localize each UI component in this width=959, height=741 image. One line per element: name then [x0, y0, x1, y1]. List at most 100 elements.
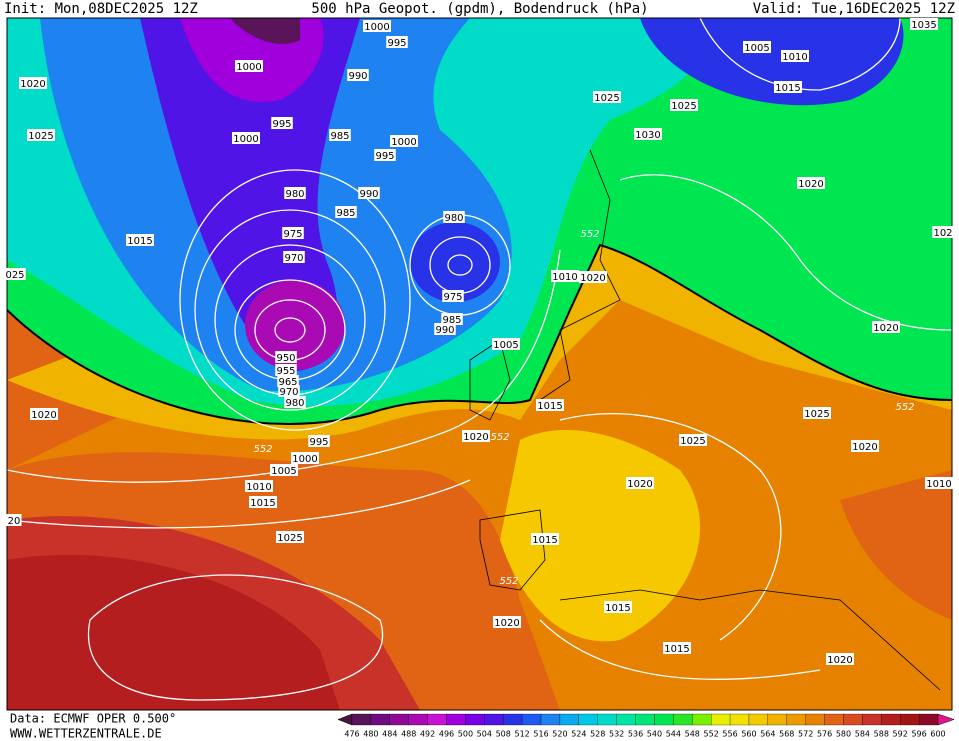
isobar-label: 1000	[364, 22, 389, 33]
isobar-label: 1015	[537, 401, 562, 412]
colorbar-tick-label: 504	[477, 730, 492, 739]
colorbar-tick-label: 596	[911, 730, 926, 739]
label-box	[30, 408, 58, 420]
label-box	[604, 601, 632, 613]
label-box	[126, 234, 154, 246]
colorbar-segment	[918, 713, 939, 726]
label-box	[390, 135, 418, 147]
colorbar-segment	[767, 713, 787, 726]
label-box	[278, 385, 300, 397]
isobar-label: 1015	[775, 83, 800, 94]
label-box	[910, 18, 938, 30]
isobar-label: 1010	[246, 482, 271, 493]
label-box	[6, 514, 22, 526]
label-box	[670, 99, 698, 111]
label-box	[797, 177, 825, 189]
label-box	[531, 533, 559, 545]
label-box	[932, 226, 954, 238]
colorbar-segment	[540, 713, 561, 726]
colorbar-segment	[408, 713, 428, 726]
colorbar-segment	[900, 713, 920, 726]
label-box	[434, 323, 456, 335]
colorbar-segment	[389, 713, 409, 726]
isobar-label: 1025	[680, 436, 705, 447]
colorbar-tick-label: 532	[609, 730, 624, 739]
label-box	[284, 396, 306, 408]
isobar-label: 985	[442, 315, 461, 326]
colorbar-segment	[465, 713, 485, 726]
isobar-label: 1025	[594, 93, 619, 104]
label-box	[626, 477, 654, 489]
colorbar-segment	[692, 713, 712, 726]
isobar-label: 1000	[233, 134, 258, 145]
isobar-label: 990	[348, 71, 367, 82]
label-box	[335, 206, 357, 218]
website: WWW.WETTERZENTRALE.DE	[10, 727, 162, 741]
colorbar-tick-label: 584	[855, 730, 870, 739]
label-box	[386, 36, 408, 48]
colorbar-segment	[484, 713, 504, 726]
isobar-label: 970	[279, 387, 298, 398]
label-box	[249, 496, 277, 508]
colorbar-tick-label: 560	[741, 730, 756, 739]
label-box	[270, 464, 298, 476]
colorbar-segment	[881, 713, 901, 726]
label-box	[536, 399, 564, 411]
colorbar-tick-label: 580	[836, 730, 851, 739]
isobar-label: 1020	[627, 479, 652, 490]
label-box	[283, 251, 305, 263]
isobar-label: 1020	[494, 618, 519, 629]
isobar-label: 1015	[250, 498, 275, 509]
field-darkpurple	[230, 18, 300, 44]
valid-time: Valid: Tue,16DEC2025 12Z	[753, 1, 955, 17]
isobar-label: 965	[278, 377, 297, 388]
label-box	[443, 211, 465, 223]
field-darkred	[7, 554, 340, 710]
colorbar: 476 480 484 488 492 496 500 504 508 512 516 520 524 5…	[337, 713, 955, 739]
label-box	[462, 430, 490, 442]
isobar-label: 552	[580, 229, 599, 240]
isobar-label: 995	[387, 38, 406, 49]
label-box	[284, 187, 306, 199]
label-box	[679, 434, 707, 446]
isobar-label: 1005	[493, 340, 518, 351]
colorbar-segment	[824, 713, 844, 726]
label-box	[593, 91, 621, 103]
colorbar-tick-label: 564	[760, 730, 775, 739]
label-box	[363, 20, 391, 32]
isobar-labels: 1000 995 1035 1005 1010 1000 990 1020 1015 1025 10…	[4, 18, 954, 666]
isobar-label: 20	[8, 516, 21, 527]
colorbar-segment	[748, 713, 769, 726]
colorbar-tick-label: 480	[363, 730, 378, 739]
isobar-label: 995	[272, 119, 291, 130]
isobar-label: 1020	[852, 442, 877, 453]
isobar-label: 1035	[911, 20, 936, 31]
label-box	[663, 642, 691, 654]
label-box	[492, 338, 520, 350]
colorbar-segment	[786, 713, 806, 726]
label-box	[851, 440, 879, 452]
map-frame	[6, 17, 953, 711]
colorbar-segment	[427, 713, 447, 726]
isobar-label: 025	[5, 270, 24, 281]
label-box	[374, 149, 396, 161]
isobar-label: 1000	[292, 454, 317, 465]
colorbar-segment	[597, 713, 617, 726]
isobar-label: 552	[253, 444, 272, 455]
colorbar-tick-label: 600	[930, 730, 945, 739]
label-box	[347, 69, 369, 81]
isobar-label: 1000	[391, 137, 416, 148]
label-box	[4, 268, 26, 280]
colorbar-segment	[862, 713, 882, 726]
isobar-label: 950	[276, 353, 295, 364]
isobar-label: 1025	[671, 101, 696, 112]
isobar-label: 552	[490, 432, 509, 443]
isobar-label: 980	[285, 398, 304, 409]
isobar-label: 1015	[664, 644, 689, 655]
colorbar-tick-label: 488	[401, 730, 416, 739]
isobar-label: 1010	[926, 479, 951, 490]
label-box	[19, 77, 47, 89]
label-box	[743, 41, 771, 53]
isobar-label: 1005	[744, 43, 769, 54]
label-box	[579, 271, 607, 283]
